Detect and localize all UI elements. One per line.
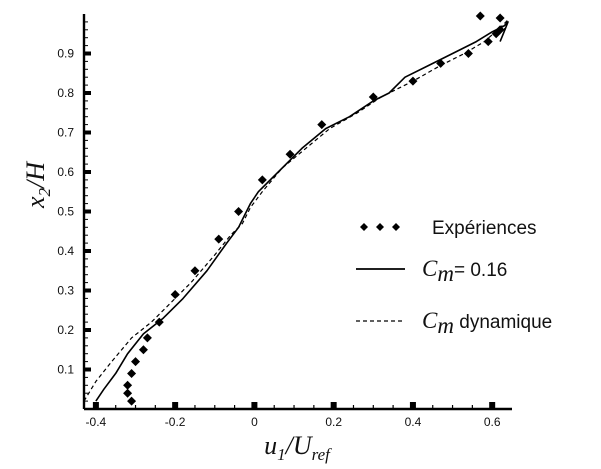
y-tick-label: 0.5 <box>57 205 74 219</box>
legend-label-experiences: Expériences <box>432 218 537 239</box>
legend-item-cm-016: Cm= 0.16 <box>356 256 507 286</box>
y-tick-label: 0.6 <box>57 165 74 179</box>
data-point-experiences <box>475 11 485 21</box>
series-line-cm-016 <box>95 21 509 402</box>
data-point-experiences <box>138 345 148 355</box>
legend: Expériences Cm= 0.16 Cm dynamique <box>356 218 552 338</box>
data-point-experiences <box>285 149 295 159</box>
data-point-experiences <box>190 266 200 276</box>
legend-item-cm-dynamique: Cm dynamique <box>356 308 552 338</box>
x-tick-label: 0.4 <box>405 415 422 429</box>
data-point-experiences <box>234 207 244 216</box>
y-tick-label: 0.3 <box>57 284 74 298</box>
x-tick-label: -0.4 <box>86 415 107 429</box>
data-point-experiences <box>123 380 133 390</box>
data-point-experiences <box>123 388 133 398</box>
data-point-experiences <box>142 333 152 343</box>
data-point-experiences <box>257 175 267 185</box>
legend-label-cm-016: Cm= 0.16 <box>422 256 507 286</box>
data-point-experiences <box>214 234 224 244</box>
y-axis-title: x2/H <box>21 161 54 209</box>
axes-layer: -0.4 -0.2 0 0.2 0.4 0.6 0.1 0.2 0.3 0.4 0.5 0.6 0.7 0… <box>57 14 512 429</box>
data-point-experiences <box>317 120 327 130</box>
x-tick-label: 0.6 <box>484 415 501 429</box>
x-tick-label: 0 <box>251 415 258 429</box>
data-point-experiences <box>170 289 180 299</box>
legend-item-experiences: Expériences <box>360 218 537 239</box>
y-tick-label: 0.9 <box>57 47 74 61</box>
x-tick-label: 0.2 <box>325 415 342 429</box>
y-tick-label: 0.1 <box>57 363 74 377</box>
data-point-experiences <box>131 357 141 367</box>
legend-label-cm-dynamique: Cm dynamique <box>422 308 552 338</box>
y-tick-label: 0.7 <box>57 126 74 140</box>
data-point-experiences <box>127 396 137 406</box>
y-tick-label: 0.4 <box>57 244 74 258</box>
y-tick-label: 0.2 <box>57 323 74 337</box>
series-layer <box>83 11 509 406</box>
x-axis-title: u1/Uref <box>264 431 332 464</box>
x-tick-label: -0.2 <box>165 415 186 429</box>
y-tick-label: 0.8 <box>57 86 74 100</box>
legend-diamond-markers <box>360 223 400 231</box>
data-point-experiences <box>495 13 505 23</box>
data-point-experiences <box>463 49 473 58</box>
data-point-experiences <box>127 368 137 378</box>
series-line-cm-dynamique <box>83 19 509 402</box>
